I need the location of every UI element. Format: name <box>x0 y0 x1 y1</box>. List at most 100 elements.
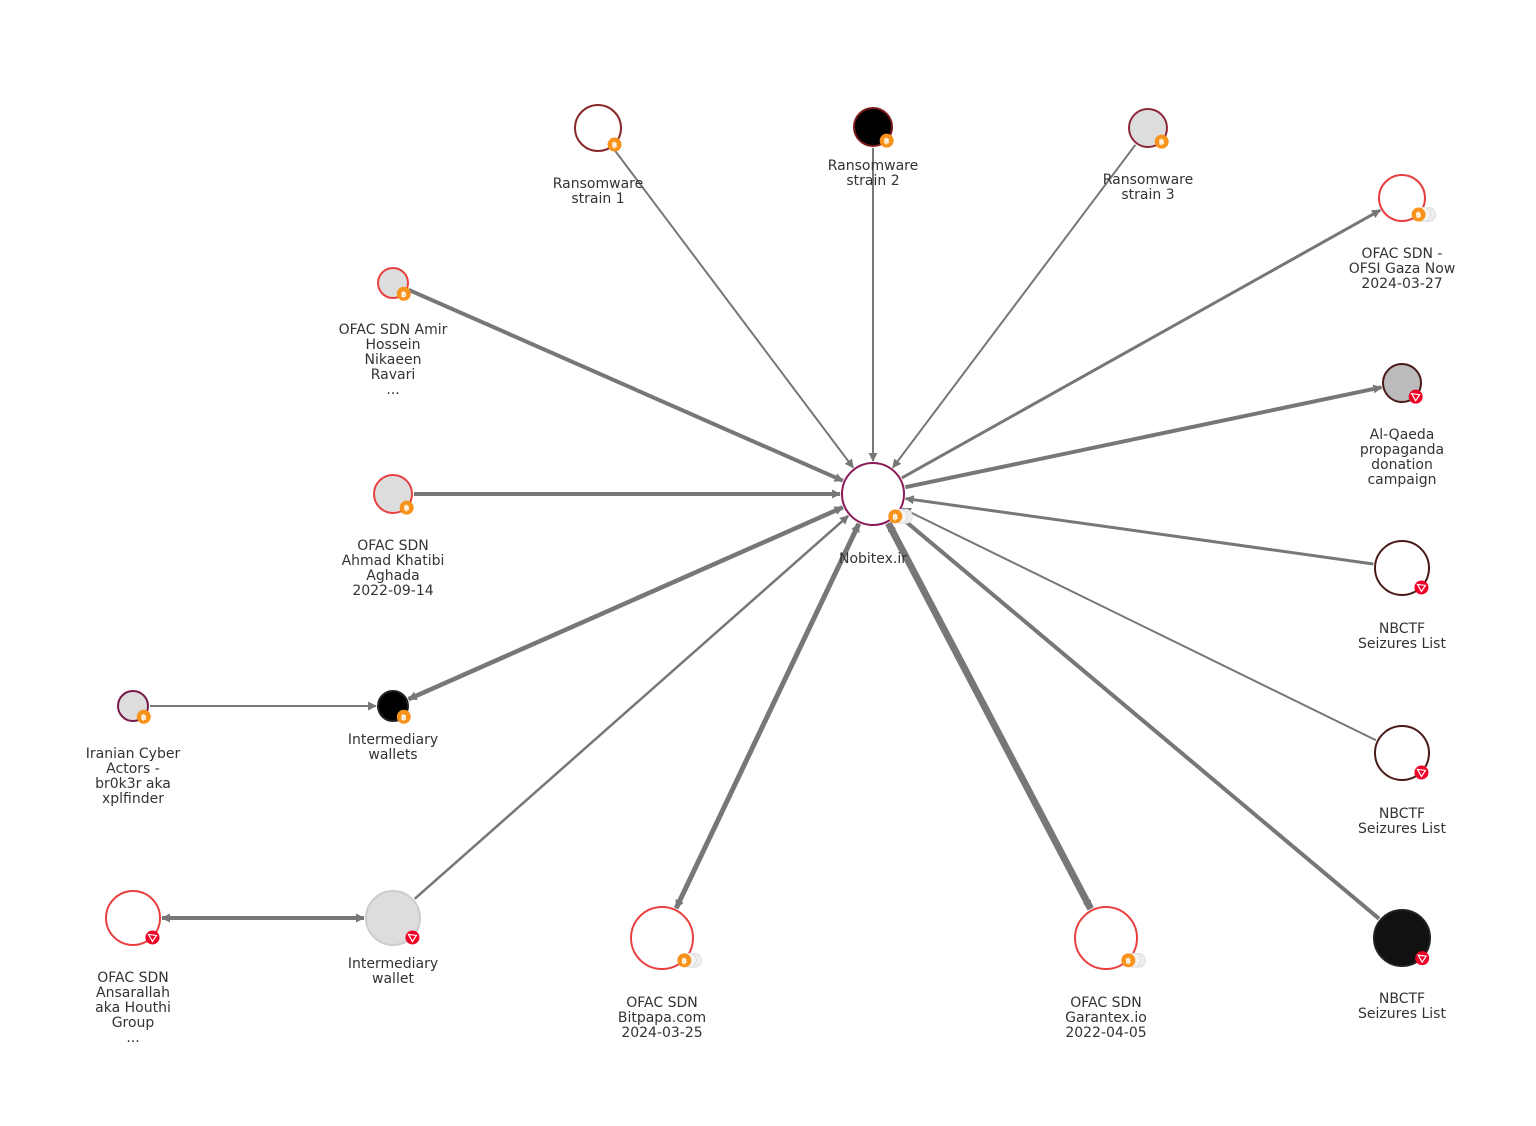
edge-nobitex-to-alqaeda[interactable] <box>904 384 1383 490</box>
node-rs2[interactable]: ฿ Ransomware strain 2 <box>828 107 918 189</box>
bitcoin-icon: ฿ <box>1121 953 1136 968</box>
label-line: Seizures List <box>1358 821 1446 837</box>
label-line: br0k3r aka <box>95 776 171 792</box>
node-rs1[interactable]: ฿ Ransomware strain 1 <box>553 104 643 207</box>
edge-nobitex-to-bitpapa[interactable] <box>673 522 862 910</box>
node-nbctf2[interactable]: NBCTF Seizures List <box>1358 725 1446 837</box>
label-line: OFAC SDN <box>626 995 697 1011</box>
svg-text:฿: ฿ <box>893 512 899 521</box>
node-circle[interactable] <box>1374 725 1430 781</box>
node-label: Ransomware strain 1 <box>553 176 643 207</box>
node-houthi[interactable]: OFAC SDN Ansarallah aka Houthi Group... <box>95 890 171 1046</box>
svg-text:฿: ฿ <box>401 713 407 722</box>
node-circle[interactable] <box>630 906 694 970</box>
node-iwallets[interactable]: ฿ Intermediary wallets <box>348 690 438 763</box>
label-line: 2024-03-27 <box>1361 276 1442 292</box>
node-nbctf3[interactable]: NBCTF Seizures List <box>1358 909 1446 1022</box>
label-line: donation <box>1371 457 1433 473</box>
tron-icon <box>1408 389 1423 404</box>
label-line: Intermediary <box>348 732 438 748</box>
node-label: OFAC SDN Ansarallah aka Houthi Group... <box>95 970 171 1046</box>
node-label: NBCTF Seizures List <box>1358 621 1446 652</box>
label-line: 2022-04-05 <box>1065 1025 1146 1041</box>
node-circle[interactable] <box>1373 909 1431 967</box>
node-iranian[interactable]: ฿ Iranian Cyber Actors -br0k3r aka xplfinde… <box>86 690 181 807</box>
svg-text:฿: ฿ <box>404 504 410 513</box>
label-line: OFAC SDN <box>1070 995 1141 1011</box>
bitcoin-icon: ฿ <box>396 286 411 301</box>
bitcoin-icon: ฿ <box>607 137 622 152</box>
edge-rs3-to-nobitex[interactable] <box>892 144 1137 469</box>
node-gaza[interactable]: ฿ OFAC SDN -OFSI Gaza Now 2024-03-27 <box>1349 174 1456 292</box>
node-alqaeda[interactable]: Al-Qaeda propaganda donation campaign <box>1360 363 1444 488</box>
node-label: OFAC SDN -OFSI Gaza Now 2024-03-27 <box>1349 246 1456 292</box>
label-line: ... <box>126 1030 139 1046</box>
edge-nbctf1-to-nobitex[interactable] <box>904 495 1374 566</box>
node-circle[interactable] <box>841 462 905 526</box>
label-line: OFAC SDN <box>97 970 168 986</box>
node-label: OFAC SDN Bitpapa.com 2024-03-25 <box>618 995 706 1041</box>
label-line: strain 3 <box>1121 187 1174 203</box>
tron-icon <box>405 930 420 945</box>
tron-icon <box>1415 951 1430 966</box>
bitcoin-icon: ฿ <box>1154 134 1169 149</box>
node-ravari[interactable]: ฿ OFAC SDN Amir Hossein Nikaeen Ravari... <box>339 267 448 398</box>
svg-text:฿: ฿ <box>682 956 688 965</box>
label-line: Aghada <box>366 568 419 584</box>
node-nobitex[interactable]: ฿ Nobitex.ir <box>839 462 913 567</box>
node-rs3[interactable]: ฿ Ransomware strain 3 <box>1103 108 1193 203</box>
node-iwallet[interactable]: Intermediary wallet <box>348 890 438 987</box>
edge-iwallet-to-nobitex[interactable] <box>413 514 850 900</box>
node-circle[interactable] <box>1378 174 1426 222</box>
label-line: NBCTF <box>1379 991 1425 1007</box>
edge-nobitex-to-garantex[interactable] <box>885 521 1094 911</box>
label-line: OFAC SDN Amir <box>339 322 448 338</box>
node-label: Nobitex.ir <box>839 551 907 567</box>
node-khatibi[interactable]: ฿ OFAC SDN Ahmad Khatibi Aghada 2022-09-14 <box>342 474 445 599</box>
svg-text:฿: ฿ <box>884 137 890 146</box>
svg-text:฿: ฿ <box>1126 956 1132 965</box>
node-label: Al-Qaeda propaganda donation campaign <box>1360 427 1444 488</box>
edge-rs1-to-nobitex[interactable] <box>612 147 854 469</box>
label-line: OFAC SDN - <box>1362 246 1443 262</box>
node-label: Intermediary wallet <box>348 956 438 987</box>
node-nbctf1[interactable]: NBCTF Seizures List <box>1358 540 1446 652</box>
bitcoin-icon: ฿ <box>396 709 411 724</box>
edges <box>150 144 1383 923</box>
edge-nbctf2-to-nobitex[interactable] <box>901 507 1377 742</box>
node-circle[interactable] <box>1074 906 1138 970</box>
label-line: Ransomware <box>553 176 643 192</box>
bitcoin-icon: ฿ <box>136 709 151 724</box>
label-line: OFSI Gaza Now <box>1349 261 1456 277</box>
node-circle[interactable] <box>1374 540 1430 596</box>
node-label: OFAC SDN Ahmad Khatibi Aghada 2022-09-14 <box>342 538 445 599</box>
node-label: OFAC SDN Amir Hossein Nikaeen Ravari... <box>339 322 448 398</box>
bitcoin-icon: ฿ <box>879 133 894 148</box>
edge-ravari-to-nobitex[interactable] <box>407 288 844 483</box>
label-line: Ravari <box>371 367 416 383</box>
label-line: aka Houthi <box>95 1000 171 1016</box>
label-line: Bitpapa.com <box>618 1010 706 1026</box>
node-circle[interactable] <box>365 890 421 946</box>
label-line: OFAC SDN <box>357 538 428 554</box>
edge-nobitex-to-gaza[interactable] <box>901 208 1381 480</box>
node-circle[interactable] <box>574 104 622 152</box>
svg-text:฿: ฿ <box>141 713 147 722</box>
label-line: Group <box>112 1015 155 1031</box>
label-line: xplfinder <box>102 791 164 807</box>
label-line: NBCTF <box>1379 621 1425 637</box>
label-line: campaign <box>1367 472 1436 488</box>
label-line: strain 2 <box>846 173 899 189</box>
edge-nbctf3-to-nobitex[interactable] <box>896 513 1381 921</box>
label-line: strain 1 <box>571 191 624 207</box>
bitcoin-icon: ฿ <box>1411 207 1426 222</box>
node-bitpapa[interactable]: ฿ OFAC SDN Bitpapa.com 2024-03-25 <box>618 906 706 1041</box>
node-label: Ransomware strain 3 <box>1103 172 1193 203</box>
node-circle[interactable] <box>105 890 161 946</box>
edge-nobitex-to-iwallets[interactable] <box>407 505 844 702</box>
tron-icon <box>145 930 160 945</box>
label-line: 2022-09-14 <box>352 583 433 599</box>
node-garantex[interactable]: ฿ OFAC SDN Garantex.io 2022-04-05 <box>1065 906 1147 1041</box>
label-line: Seizures List <box>1358 636 1446 652</box>
